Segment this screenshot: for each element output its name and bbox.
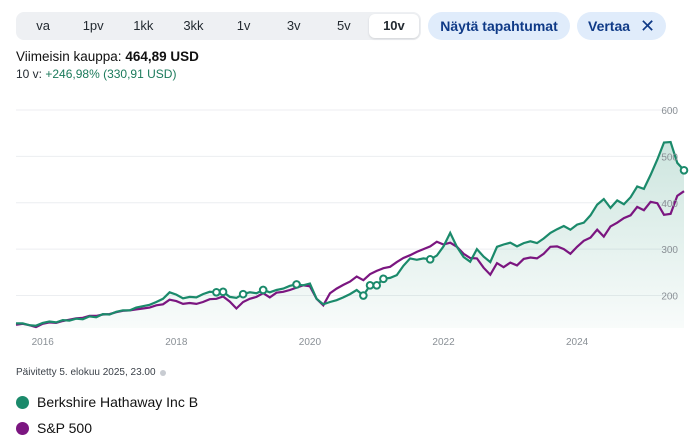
range-3v-button[interactable]: 3v bbox=[286, 18, 301, 33]
x-tick-label: 2022 bbox=[432, 337, 455, 348]
y-tick-label: 200 bbox=[661, 292, 678, 303]
brk-swatch bbox=[16, 395, 29, 409]
time-range-selector: va 1pv 1kk 3kk 1v 3v 5v 10v bbox=[16, 12, 421, 40]
event-marker[interactable] bbox=[372, 281, 382, 290]
event-marker[interactable] bbox=[379, 274, 388, 284]
info-dot-icon bbox=[159, 369, 166, 376]
period-change-label: 10 v: bbox=[16, 67, 43, 81]
event-marker[interactable] bbox=[292, 280, 301, 289]
range-va-button[interactable]: va bbox=[36, 18, 50, 33]
updated-timestamp: Päivitetty 5. elokuu 2025, 23.00 bbox=[16, 367, 166, 378]
sp500-swatch bbox=[16, 421, 29, 435]
price-chart[interactable]: 200 300 400 500 600 2016 2018 2020 2022 2024 bbox=[0, 95, 695, 355]
event-marker[interactable] bbox=[212, 287, 221, 297]
range-1kk-button[interactable]: 1kk bbox=[133, 18, 154, 33]
legend-item-brk[interactable]: Berkshire Hathaway Inc B bbox=[16, 394, 198, 410]
y-tick-label: 600 bbox=[661, 106, 678, 117]
x-tick-label: 2016 bbox=[32, 337, 55, 348]
legend-label-brk: Berkshire Hathaway Inc B bbox=[37, 394, 199, 410]
range-10v-button[interactable]: 10v bbox=[368, 14, 419, 38]
last-trade: Viimeisin kauppa: 464,89 USD bbox=[16, 49, 199, 64]
event-marker[interactable] bbox=[218, 287, 228, 297]
x-tick-label: 2024 bbox=[566, 337, 589, 348]
last-trade-label: Viimeisin kauppa: bbox=[16, 49, 122, 64]
y-tick-label: 400 bbox=[661, 199, 678, 210]
legend-item-sp500[interactable]: S&P 500 bbox=[16, 420, 92, 436]
compare-button[interactable]: Vertaa ✕ bbox=[577, 12, 666, 40]
brk-line bbox=[16, 140, 685, 327]
close-icon[interactable]: ✕ bbox=[640, 16, 656, 36]
x-tick-label: 2020 bbox=[299, 337, 322, 348]
y-tick-label: 300 bbox=[661, 245, 678, 256]
event-marker[interactable] bbox=[365, 281, 375, 290]
legend-label-sp500: S&P 500 bbox=[37, 420, 93, 436]
event-marker[interactable] bbox=[679, 165, 689, 175]
event-marker[interactable] bbox=[359, 291, 368, 300]
period-change-value: +246,98% (330,91 USD) bbox=[45, 67, 177, 81]
show-events-button[interactable]: Näytä tapahtumat bbox=[428, 12, 570, 40]
event-marker[interactable] bbox=[425, 255, 435, 264]
event-marker[interactable] bbox=[258, 285, 268, 295]
event-marker[interactable] bbox=[238, 289, 248, 299]
range-1pv-button[interactable]: 1pv bbox=[82, 18, 104, 33]
compare-label: Vertaa bbox=[588, 18, 631, 34]
updated-text: Päivitetty 5. elokuu 2025, 23.00 bbox=[16, 367, 156, 378]
brk-area bbox=[16, 142, 684, 328]
period-change: 10 v: +246,98% (330,91 USD) bbox=[16, 67, 176, 81]
range-3kk-button[interactable]: 3kk bbox=[183, 18, 204, 33]
last-trade-value: 464,89 USD bbox=[125, 49, 199, 64]
range-5v-button[interactable]: 5v bbox=[336, 18, 351, 33]
x-tick-label: 2018 bbox=[165, 337, 188, 348]
y-tick-label: 500 bbox=[661, 152, 678, 163]
range-1v-button[interactable]: 1v bbox=[236, 18, 251, 33]
